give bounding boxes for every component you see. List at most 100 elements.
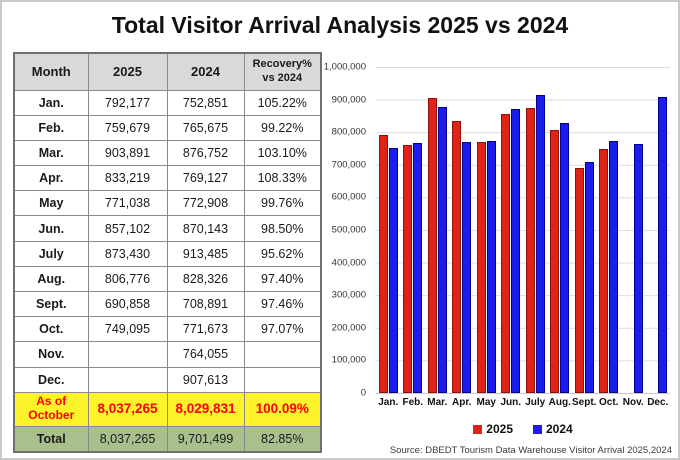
cell-y2024: 708,891 — [166, 290, 245, 318]
table-row: Nov. 764,055 — [13, 341, 322, 368]
cell-recovery: 97.40% — [243, 265, 322, 293]
cell-month: Sept. — [13, 290, 89, 318]
page-title: Total Visitor Arrival Analysis 2025 vs 2… — [111, 12, 569, 38]
cell-y2025: 792,177 — [87, 89, 168, 116]
cell-y2025: 8,037,265 — [87, 425, 168, 453]
y-tick-label: 1,000,000 — [323, 61, 366, 73]
bar-group-Apr — [450, 67, 475, 393]
cell-month: Dec. — [13, 366, 89, 393]
bar-2025-Jun — [501, 113, 511, 393]
cell-month: Oct. — [13, 316, 89, 343]
bar-group-Aug — [548, 67, 573, 393]
bar-2024-Jun — [511, 109, 521, 393]
bar-2024-July — [535, 95, 545, 393]
cell-y2025: 806,776 — [87, 265, 168, 293]
cell-y2025: 690,858 — [87, 290, 168, 318]
table-row: Total 8,037,265 9,701,499 82.85% — [13, 425, 322, 453]
cell-month: Jan. — [13, 89, 89, 116]
bar-2025-Apr — [452, 121, 462, 393]
bar-2024-Aug — [560, 122, 570, 393]
bar-2024-Mar — [437, 107, 447, 393]
x-axis-label: July — [525, 397, 546, 408]
x-axis-label: Sept. — [572, 397, 597, 408]
bar-2024-Apr — [462, 142, 472, 393]
bar-2024-Nov — [633, 143, 643, 393]
x-axis-label: Feb. — [402, 397, 424, 408]
header-recovery-line1: Recovery% — [252, 58, 312, 70]
cell-y2024: 8,029,831 — [166, 391, 245, 427]
cell-y2025 — [87, 341, 168, 368]
table-row: Mar. 903,891 876,752 103.10% — [13, 139, 322, 167]
y-tick-label: 400,000 — [331, 257, 366, 269]
y-tick-label: 100,000 — [331, 354, 366, 366]
cell-recovery: 108.33% — [243, 165, 322, 192]
cell-y2024: 769,127 — [166, 165, 245, 192]
y-tick-label: 0 — [360, 387, 366, 399]
bar-2024-Feb — [413, 143, 423, 393]
table-row: Apr. 833,219 769,127 108.33% — [13, 165, 322, 192]
cell-y2024: 907,613 — [166, 366, 245, 393]
cell-y2024: 771,673 — [166, 316, 245, 343]
bar-2024-Sept — [584, 161, 594, 393]
cell-y2024: 876,752 — [166, 139, 245, 167]
bar-2025-Aug — [550, 130, 560, 393]
visitor-table-body: Jan. 792,177 752,851 105.22% Feb. 759,679 765,… — [13, 89, 322, 453]
cell-y2025: 857,102 — [87, 215, 168, 242]
table-row: Feb. 759,679 765,675 99.22% — [13, 114, 322, 141]
bar-2025-July — [525, 108, 535, 393]
x-axis-label: Mar. — [427, 397, 448, 408]
table-row: Oct. 749,095 771,673 97.07% — [13, 316, 322, 343]
bar-group-Jan — [376, 67, 401, 393]
bar-group-Mar — [425, 67, 450, 393]
cell-y2024: 913,485 — [166, 240, 245, 267]
header-recovery-line2: vs 2024 — [262, 71, 303, 84]
cell-y2024: 752,851 — [166, 89, 245, 116]
plot-area — [376, 67, 670, 394]
bar-2025-Sept — [574, 167, 584, 393]
y-tick-label: 700,000 — [331, 159, 366, 171]
x-axis-labels: Jan. Feb. Mar. Apr. May Jun. July Aug. Sept. Oct.… — [376, 397, 670, 408]
table-row: Dec. 907,613 — [13, 366, 322, 393]
bar-chart: 0 100,000 200,000 300,000 400,000 500,000 600,… — [324, 57, 676, 447]
cell-recovery — [243, 366, 322, 393]
cell-recovery: 105.22% — [243, 89, 322, 116]
bar-group-Nov — [621, 67, 646, 393]
legend-swatch-icon — [473, 424, 483, 434]
cell-recovery: 99.22% — [243, 114, 322, 141]
bar-2025-Oct — [599, 148, 609, 393]
header-recovery: Recovery% vs 2024 — [243, 52, 322, 91]
cell-month: May — [13, 190, 89, 217]
cell-recovery: 103.10% — [243, 139, 322, 167]
cell-recovery: 95.62% — [243, 240, 322, 267]
x-axis-label: Jan. — [378, 397, 399, 408]
bar-group-Jun — [499, 67, 524, 393]
legend-label: 2025 — [486, 422, 513, 436]
y-tick-label: 200,000 — [331, 322, 366, 334]
table-row: Sept. 690,858 708,891 97.46% — [13, 290, 322, 318]
visitor-table-container: Month 2025 2024 Recovery% vs 2024 Jan. 79… — [13, 52, 322, 454]
cell-recovery: 100.09% — [243, 391, 322, 427]
header-month: Month — [13, 52, 89, 91]
cell-recovery: 97.07% — [243, 316, 322, 343]
bar-2024-Oct — [609, 141, 619, 393]
cell-month: As of October — [13, 391, 89, 427]
bar-2025-Feb — [403, 145, 413, 393]
cell-y2025: 771,038 — [87, 190, 168, 217]
y-tick-label: 600,000 — [331, 191, 366, 203]
bar-2024-Jan — [388, 147, 398, 393]
visitor-table: Month 2025 2024 Recovery% vs 2024 Jan. 79… — [13, 52, 322, 454]
bar-group-Dec — [646, 67, 671, 393]
header-2024: 2024 — [166, 52, 245, 91]
y-axis: 0 100,000 200,000 300,000 400,000 500,000 600,… — [324, 62, 370, 399]
header-2025: 2025 — [87, 52, 168, 91]
cell-y2025: 749,095 — [87, 316, 168, 343]
cell-recovery: 99.76% — [243, 190, 322, 217]
cell-recovery — [243, 341, 322, 368]
bar-group-Oct — [597, 67, 622, 393]
x-axis-label: Aug. — [548, 397, 571, 408]
cell-month: July — [13, 240, 89, 267]
cell-y2024: 9,701,499 — [166, 425, 245, 453]
cell-month: Nov. — [13, 341, 89, 368]
cell-y2025 — [87, 366, 168, 393]
